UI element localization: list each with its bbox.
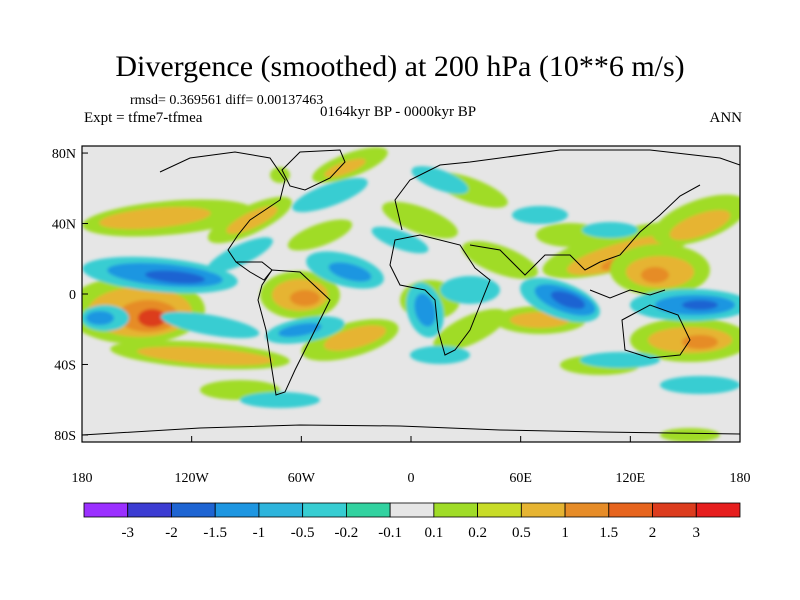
longitude-axis: 180 120W 60W 0 60E 120E 180 [72, 436, 751, 486]
greenland-coast [281, 149, 346, 191]
contour-patch [410, 346, 470, 364]
colorbar-label: -0.5 [291, 525, 315, 541]
lat-tick-label: 0 [69, 288, 76, 303]
australia-coast [621, 304, 691, 359]
lat-tick-label: 80S [54, 429, 76, 444]
colorbar-swatch [83, 502, 129, 518]
lon-tick-label: 180 [72, 471, 93, 486]
contour-patch [270, 167, 290, 183]
colorbar-swatch [652, 502, 697, 518]
south-america-coast [257, 269, 331, 396]
colorbar-swatch [127, 502, 172, 518]
lon-tick-label: 120E [616, 471, 646, 486]
lat-tick-label: 40N [52, 218, 76, 233]
contour-patch [99, 206, 211, 230]
colorbar-label: 1 [561, 525, 569, 541]
colorbar-label: 2 [649, 525, 657, 541]
contour-patch [290, 290, 320, 306]
contour-patch [292, 177, 368, 213]
contour-patch [641, 267, 669, 283]
contour-patch [138, 309, 166, 327]
colorbar-swatch [520, 502, 566, 518]
colorbar-swatch [433, 502, 479, 518]
contour-patch [287, 219, 353, 251]
stats-subtitle: rmsd= 0.369561 diff= 0.00137463 [130, 93, 324, 108]
asia-south-coast [469, 184, 701, 276]
plot-title: Divergence (smoothed) at 200 hPa (10**6 … [115, 50, 685, 83]
colorbar-swatch [214, 502, 260, 518]
colorbar-swatch [695, 502, 741, 518]
season-label: ANN [709, 110, 743, 126]
contour-patch [660, 376, 740, 394]
period-label: 0164kyr BP - 0000kyr BP [320, 104, 477, 120]
contour-patch [145, 270, 205, 284]
contour-patch [582, 222, 638, 238]
antarctica-coast [82, 424, 740, 436]
colorbar: -3 -2 -1.5 -1 -0.5 -0.2 -0.1 0.1 0.2 0.5 1 1.5 2 3 [83, 502, 741, 541]
contour-patch [682, 335, 718, 349]
colorbar-label: 0.5 [512, 525, 531, 541]
contour-patch [550, 290, 586, 310]
lat-tick-label: 80N [52, 147, 76, 162]
lon-tick-label: 60W [288, 471, 316, 486]
contour-patch [580, 352, 660, 368]
coastlines [82, 149, 740, 436]
contour-patch [240, 392, 320, 408]
contour-patch [660, 428, 720, 442]
colorbar-label: -0.1 [378, 525, 402, 541]
lon-tick-label: 120W [175, 471, 210, 486]
colorbar-swatch [564, 502, 610, 518]
colorbar-label: 0.2 [468, 525, 487, 541]
lon-tick-label: 0 [408, 471, 415, 486]
contour-patch [440, 276, 500, 304]
contour-patch [411, 166, 469, 194]
contour-patch [371, 226, 429, 254]
contour-patch [328, 262, 372, 282]
contour-patch [278, 322, 322, 338]
colorbar-label: 0.1 [424, 525, 443, 541]
lon-tick-label: 60E [509, 471, 532, 486]
lat-tick-label: 40S [54, 358, 76, 373]
colorbar-swatch [302, 502, 347, 518]
colorbar-label: -3 [121, 525, 134, 541]
contour-patch [512, 206, 568, 224]
divergence-field [82, 147, 740, 442]
maritime-continent-coast [589, 289, 666, 299]
lon-tick-label: 180 [730, 471, 751, 486]
colorbar-label: -0.2 [335, 525, 359, 541]
colorbar-label: -2 [165, 525, 178, 541]
colorbar-swatch [477, 502, 522, 518]
contour-patch [137, 346, 273, 366]
colorbar-swatch [171, 502, 216, 518]
contour-patch [382, 201, 458, 239]
contour-patch [669, 209, 731, 241]
europe-coast [394, 149, 740, 231]
africa-coast [389, 234, 491, 356]
contour-patch [160, 311, 260, 339]
contour-patch [207, 237, 273, 273]
contour-patch [226, 206, 278, 234]
colorbar-label: 1.5 [599, 525, 618, 541]
colorbar-swatch [608, 502, 653, 518]
colorbar-label: -1.5 [203, 525, 227, 541]
colorbar-label: -1 [253, 525, 266, 541]
colorbar-swatch [258, 502, 304, 518]
latitude-axis: 80N 40N 0 40S 80S [52, 147, 88, 444]
contour-patch [86, 311, 114, 325]
experiment-label: Expt = tfme7-tfmea [84, 110, 203, 126]
contour-patch [414, 293, 436, 327]
colorbar-swatch [345, 502, 391, 518]
contour-patch [682, 300, 718, 310]
colorbar-label: 3 [693, 525, 701, 541]
colorbar-swatch [389, 502, 435, 518]
contour-patch [323, 325, 387, 351]
